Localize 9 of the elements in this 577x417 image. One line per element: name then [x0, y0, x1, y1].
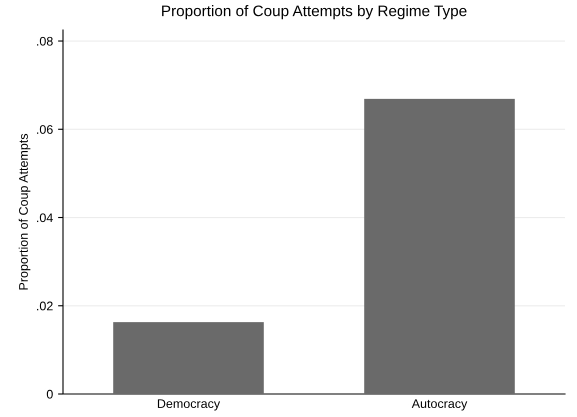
x-tick-label: Democracy: [158, 399, 220, 411]
y-tick-label: 0: [46, 390, 53, 399]
y-tick-label: .08: [37, 36, 53, 46]
x-tick-label: Autocracy: [412, 399, 468, 411]
y-axis-title: Proportion of Coup Attempts: [18, 134, 30, 290]
chart-title: Proportion of Coup Attempts by Regime Type: [162, 5, 466, 20]
y-tick-label: .04: [37, 213, 53, 222]
y-tick-label: .02: [37, 302, 53, 310]
y-tick-label: .06: [37, 125, 53, 134]
